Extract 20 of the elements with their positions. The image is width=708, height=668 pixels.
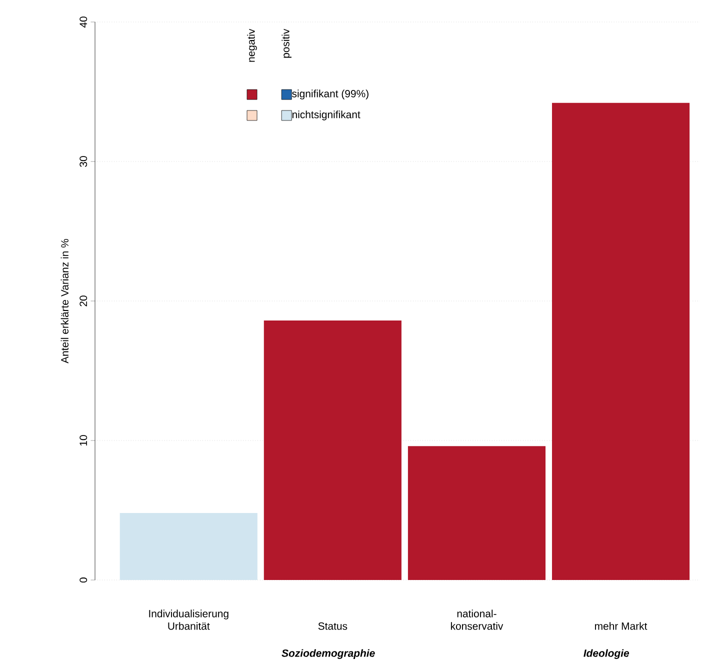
x-tick-label: national-konservativ (450, 610, 504, 630)
x-tick-label: mehr Markt (595, 622, 648, 630)
annotation: positiv (282, 28, 292, 58)
bar (120, 513, 258, 580)
y-tick-label: 40 (80, 16, 88, 28)
bar (408, 446, 546, 580)
annotation: negativ (247, 28, 257, 62)
y-tick-label: 0 (80, 578, 88, 582)
y-tick-label: 20 (80, 296, 88, 306)
bar (552, 102, 690, 580)
y-tick-label: 10 (80, 435, 88, 446)
y-axis-title: Anteil erklärte Varianz in % (60, 238, 69, 364)
x-tick-label: Individualisierung Urbanität (149, 610, 228, 630)
annotation: nichtsignifikant (292, 110, 360, 120)
y-tick-label: 30 (80, 156, 88, 167)
bar (264, 320, 402, 580)
annotation: signifikant (99%) (292, 90, 368, 100)
x-tick-label: Status (318, 622, 348, 630)
text: Soziodemographie (282, 649, 375, 659)
text: Ideologie (584, 649, 630, 659)
